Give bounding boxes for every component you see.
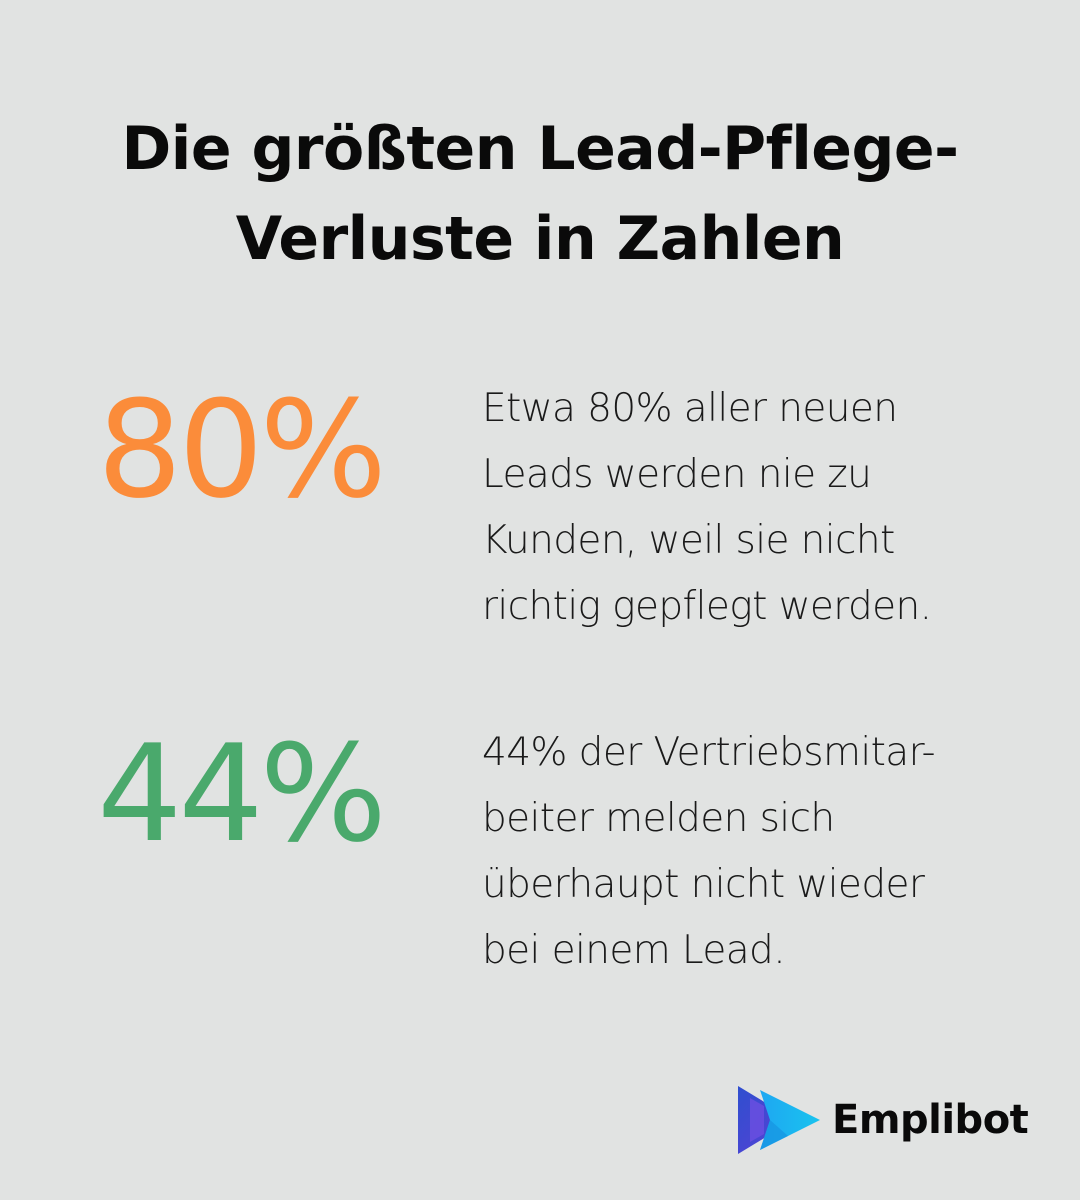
stat-description-line: Etwa 80% aller neuen [482,386,898,431]
stat-description: Etwa 80% aller neuen Leads werden nie zu… [482,376,1042,640]
title-line-2: Verluste in Zahlen [235,204,845,274]
brand-name: Emplibot [832,1097,1029,1143]
stat-value: 80% [97,372,387,528]
play-arrow-logo-icon [738,1086,820,1154]
brand: Emplibot [736,1084,1046,1156]
stat-description: 44% der Vertriebsmitar- beiter melden si… [482,720,1042,984]
page-title: Die größten Lead-Pflege- Verluste in Zah… [40,104,1040,284]
stat-description-line: überhaupt nicht wieder [482,862,925,907]
stat-description-line: richtig gepflegt werden. [482,584,932,629]
stat-description-line: Leads werden nie zu [482,452,872,497]
stat-value: 44% [97,716,387,872]
stat-description-line: Kunden, weil sie nicht [482,518,895,563]
stat-description-line: beiter melden sich [482,796,835,841]
stat-description-line: bei einem Lead. [482,928,786,973]
title-line-1: Die größten Lead-Pflege- [121,114,960,184]
stat-description-line: 44% der Vertriebsmitar- [482,730,936,775]
